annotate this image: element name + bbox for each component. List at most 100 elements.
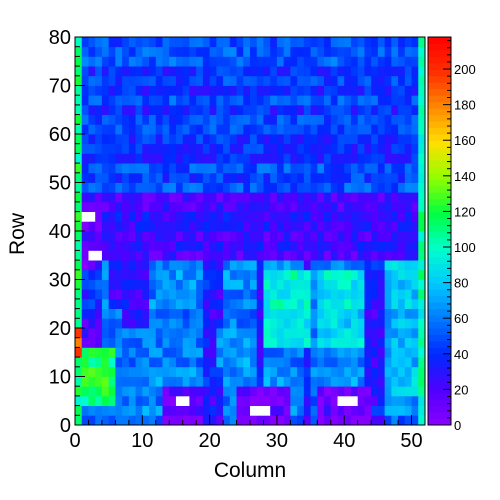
heatmap-cell <box>357 182 365 193</box>
heatmap-cell <box>324 201 332 212</box>
heatmap-cell <box>75 337 83 348</box>
heatmap-cell <box>243 46 251 57</box>
heatmap-cell <box>223 289 231 300</box>
heatmap-cell <box>384 95 392 106</box>
heatmap-cell <box>169 163 177 174</box>
heatmap-cell <box>411 201 419 212</box>
heatmap-cell <box>276 211 285 222</box>
heatmap-cell <box>196 163 204 174</box>
heatmap-cell <box>169 347 177 358</box>
heatmap-cell <box>135 143 143 154</box>
colorbar-band <box>428 328 451 335</box>
heatmap-cell <box>337 114 345 125</box>
heatmap-cell <box>216 366 224 377</box>
heatmap-cell <box>88 182 96 193</box>
heatmap-cell <box>364 221 372 232</box>
heatmap-cell <box>229 75 237 86</box>
heatmap-cell <box>310 163 318 174</box>
heatmap-cell <box>283 405 291 416</box>
heatmap-cell <box>223 337 231 348</box>
heatmap-cell <box>135 347 143 358</box>
heatmap-cell <box>418 163 426 174</box>
heatmap-cell <box>364 260 372 271</box>
heatmap-cell <box>337 337 345 348</box>
heatmap-cell <box>391 298 399 309</box>
heatmap-cell <box>404 289 412 300</box>
heatmap-cell <box>128 260 136 271</box>
heatmap-cell <box>88 386 96 397</box>
heatmap-cell <box>182 347 190 358</box>
heatmap-cell <box>391 386 399 397</box>
heatmap-cell <box>357 134 365 145</box>
heatmap-cell <box>209 85 217 96</box>
heatmap-cell <box>101 269 110 280</box>
heatmap-cell <box>142 211 150 222</box>
heatmap-cell <box>371 201 379 212</box>
heatmap-cell <box>128 328 136 339</box>
heatmap-cell <box>256 75 264 86</box>
heatmap-cell <box>337 289 345 300</box>
heatmap-cell <box>290 308 298 319</box>
heatmap-cell <box>411 134 419 145</box>
heatmap-cell <box>216 163 224 174</box>
heatmap-cell <box>384 318 392 329</box>
heatmap-cell <box>276 298 285 309</box>
heatmap-cell <box>209 221 217 232</box>
heatmap-cell <box>391 104 399 115</box>
heatmap-cell <box>108 231 116 242</box>
heatmap-cell <box>276 124 285 135</box>
colorbar-band <box>428 75 451 83</box>
heatmap-cell <box>223 308 231 319</box>
heatmap-cell <box>162 85 170 96</box>
heatmap-cell <box>324 269 332 280</box>
colorbar-band <box>428 315 451 323</box>
colorbar-band <box>428 127 451 135</box>
heatmap-cell <box>182 240 190 251</box>
heatmap-cell <box>324 56 332 67</box>
heatmap-cell <box>330 114 338 125</box>
heatmap-cell <box>202 269 211 280</box>
heatmap-cell <box>324 163 332 174</box>
heatmap-cell <box>391 66 399 77</box>
heatmap-cell <box>330 153 338 164</box>
heatmap-cell <box>196 46 204 57</box>
heatmap-cell <box>149 269 157 280</box>
heatmap-cell <box>189 395 197 406</box>
heatmap-cell <box>263 56 271 67</box>
heatmap-cell <box>324 328 332 339</box>
heatmap-cell <box>283 201 291 212</box>
heatmap-cell <box>310 269 318 280</box>
heatmap-cell <box>128 250 136 261</box>
heatmap-cell <box>236 279 244 290</box>
colorbar-band <box>428 218 451 226</box>
heatmap-cell <box>95 104 103 115</box>
heatmap-cell <box>101 75 110 86</box>
heatmap-cell <box>101 124 110 135</box>
heatmap-cell <box>337 182 345 193</box>
heatmap-cell <box>209 298 217 309</box>
heatmap-cell <box>149 366 157 377</box>
heatmap-cell <box>404 405 412 416</box>
heatmap-cell <box>310 56 318 67</box>
heatmap-cell <box>142 279 150 290</box>
heatmap-cell <box>303 95 311 106</box>
colorbar-band <box>428 198 451 206</box>
heatmap-cell <box>418 153 426 164</box>
heatmap-cell <box>384 395 392 406</box>
heatmap-cell <box>418 366 426 377</box>
heatmap-cell <box>398 114 406 125</box>
heatmap-cell <box>364 153 372 164</box>
heatmap-cell <box>398 405 406 416</box>
heatmap-cell <box>196 318 204 329</box>
heatmap-cell <box>135 211 143 222</box>
heatmap-cell <box>115 298 123 309</box>
heatmap-cell <box>377 85 386 96</box>
heatmap-cell <box>344 279 352 290</box>
heatmap-cell <box>404 366 412 377</box>
heatmap-cell <box>75 201 83 212</box>
heatmap-cell <box>256 318 264 329</box>
heatmap-cell <box>95 56 103 67</box>
heatmap-cell <box>250 415 258 426</box>
heatmap-cell <box>418 289 426 300</box>
heatmap-cell <box>202 163 211 174</box>
